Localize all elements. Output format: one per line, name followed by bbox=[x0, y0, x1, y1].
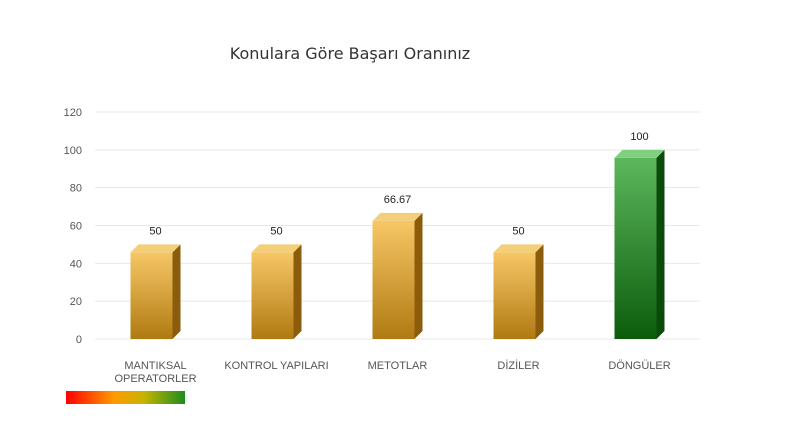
data-label: 50 bbox=[512, 225, 524, 237]
data-label: 66.67 bbox=[384, 194, 412, 206]
y-tick-label: 60 bbox=[70, 221, 82, 233]
category-label: METOTLAR bbox=[368, 360, 428, 372]
bar-side bbox=[414, 212, 423, 339]
y-tick-label: 120 bbox=[64, 107, 82, 119]
bar bbox=[493, 244, 544, 339]
data-label: 100 bbox=[630, 131, 648, 143]
bar-side bbox=[172, 244, 181, 339]
category-label: DÖNGÜLER bbox=[608, 360, 670, 372]
bar-front bbox=[372, 220, 415, 339]
bar-top bbox=[130, 244, 181, 253]
y-tick-label: 0 bbox=[76, 334, 82, 346]
y-tick-label: 40 bbox=[70, 258, 82, 270]
bar-side bbox=[535, 244, 544, 339]
bar-front bbox=[493, 252, 536, 339]
y-tick-label: 20 bbox=[70, 296, 82, 308]
bar-front bbox=[130, 252, 173, 339]
category-label: KONTROL YAPILARI bbox=[224, 360, 328, 372]
bar bbox=[251, 244, 302, 339]
bar bbox=[130, 244, 181, 339]
y-tick-label: 80 bbox=[70, 183, 82, 195]
data-label: 50 bbox=[149, 225, 161, 237]
bar-front bbox=[614, 157, 657, 339]
bar-top bbox=[614, 149, 665, 158]
category-label: OPERATORLER bbox=[114, 373, 196, 385]
bar-front bbox=[251, 252, 294, 339]
bar-side bbox=[293, 244, 302, 339]
chart-title: Konulara Göre Başarı Oranınız bbox=[229, 44, 471, 63]
color-scale-legend bbox=[66, 391, 185, 404]
bar bbox=[372, 212, 423, 339]
bar-side bbox=[656, 149, 665, 339]
bar-top bbox=[372, 212, 423, 221]
category-label: MANTIKSAL bbox=[124, 360, 186, 372]
y-tick-label: 100 bbox=[64, 145, 82, 157]
data-label: 50 bbox=[270, 225, 282, 237]
category-label: DİZİLER bbox=[497, 359, 539, 372]
bar bbox=[614, 149, 665, 339]
bar-top bbox=[493, 244, 544, 253]
bar-top bbox=[251, 244, 302, 253]
